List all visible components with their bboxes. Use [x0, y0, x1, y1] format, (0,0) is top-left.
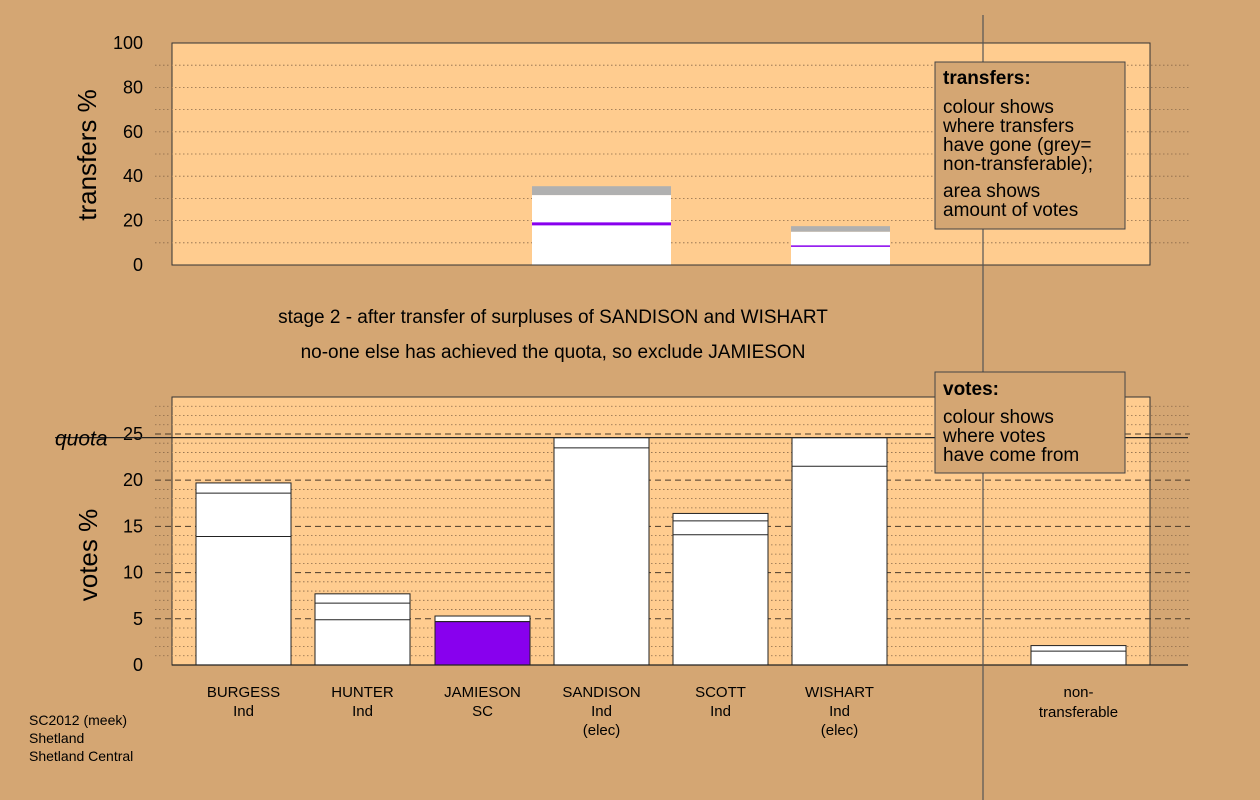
legend-transfers-line: have gone (grey= — [943, 135, 1091, 156]
transfers-y-axis-label: transfers % — [72, 89, 102, 221]
nontransferable-label: transferable — [1039, 704, 1118, 721]
footer-ward: Shetland Central — [29, 748, 133, 764]
quota-label: quota — [55, 428, 108, 451]
candidate-label: Ind — [352, 703, 373, 720]
candidate-label: Ind — [710, 703, 731, 720]
legend-transfers-line: non-transferable); — [943, 154, 1093, 175]
vote-bar — [672, 512, 769, 666]
legend-transfers-box — [934, 61, 1126, 230]
legend-votes-title: votes: — [943, 379, 999, 400]
tick-label: 100 — [113, 33, 143, 53]
candidate-label: (elec) — [583, 722, 621, 739]
legend-transfers-line: where transfers — [942, 116, 1074, 137]
legend-votes-line: colour shows — [943, 407, 1054, 428]
tick-label: 25 — [123, 424, 143, 444]
candidate-label: WISHART — [805, 684, 874, 701]
vote-bar — [1030, 645, 1127, 666]
nontransferable-segment — [532, 186, 671, 196]
candidate-label: Ind — [829, 703, 850, 720]
footer-method: SC2012 (meek) — [29, 712, 127, 728]
candidate-label: JAMIESON — [444, 684, 521, 701]
votes-bars — [172, 437, 1188, 666]
candidate-label: Ind — [233, 703, 254, 720]
tick-label: 5 — [133, 609, 143, 629]
votes-y-ticks: 0 5 10 15 20 25 — [123, 424, 143, 675]
stage-description-1: stage 2 - after transfer of surpluses of… — [278, 307, 828, 328]
vote-bar — [791, 437, 888, 666]
legend-transfers: transfers: colour shows where transfers … — [934, 61, 1126, 230]
tick-label: 60 — [123, 122, 143, 142]
transfer-bar — [532, 195, 671, 265]
tick-label: 0 — [133, 655, 143, 675]
stage-description-2: no-one else has achieved the quota, so e… — [301, 342, 806, 363]
votes-chart: 0 5 10 15 20 25 quota votes % BURGESS Ind HUNTE… — [55, 396, 1190, 739]
vote-bar — [314, 593, 411, 666]
candidate-label: HUNTER — [331, 684, 394, 701]
legend-transfers-line: colour shows — [943, 97, 1054, 118]
legend-transfers-line: amount of votes — [943, 200, 1078, 221]
vote-bar — [195, 482, 292, 666]
legend-votes: votes: colour shows where votes have com… — [934, 371, 1126, 474]
vote-bar — [553, 437, 650, 666]
candidate-label: BURGESS — [207, 684, 280, 701]
votes-y-axis-label: votes % — [73, 509, 103, 602]
tick-label: 15 — [123, 516, 143, 536]
legend-votes-box — [934, 371, 1126, 474]
candidate-label: Ind — [591, 703, 612, 720]
tick-label: 0 — [133, 255, 143, 275]
tick-label: 80 — [123, 77, 143, 97]
transfers-bars — [172, 186, 1150, 266]
transfers-y-ticks: 0 20 40 60 80 100 — [113, 33, 143, 275]
tick-label: 40 — [123, 166, 143, 186]
legend-transfers-line: area shows — [943, 181, 1040, 202]
transfers-gridlines — [155, 64, 1190, 244]
footer-council: Shetland — [29, 730, 84, 746]
legend-votes-line: where votes — [942, 426, 1045, 447]
candidate-label: SANDISON — [562, 684, 640, 701]
candidate-label: (elec) — [821, 722, 859, 739]
transfer-bar — [791, 231, 890, 265]
legend-votes-line: have come from — [943, 445, 1079, 466]
legend-transfers-title: transfers: — [943, 68, 1031, 89]
candidate-label: SC — [472, 703, 493, 720]
nontransferable-label: non- — [1063, 684, 1093, 701]
candidate-label: SCOTT — [695, 684, 746, 701]
tick-label: 20 — [123, 470, 143, 490]
own-votes-segment — [434, 621, 531, 666]
candidate-labels: BURGESS Ind HUNTER Ind JAMIESON SC SANDISON Ind… — [207, 684, 1118, 739]
nontransferable-segment — [791, 226, 890, 232]
tick-label: 20 — [123, 211, 143, 231]
tick-label: 10 — [123, 563, 143, 583]
